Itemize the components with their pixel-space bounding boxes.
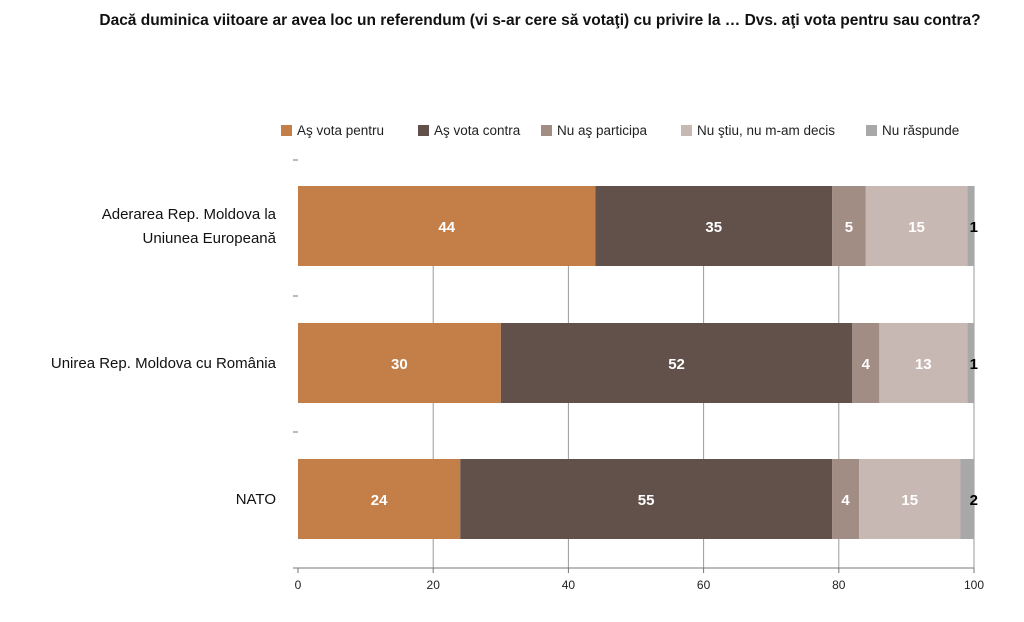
- bar-segment: [879, 323, 968, 403]
- bar-segment: [460, 459, 833, 539]
- bar-segment: [298, 459, 461, 539]
- category-label: Aderarea Rep. Moldova la: [102, 206, 277, 223]
- bar-segment: [832, 186, 866, 266]
- data-label: 15: [901, 492, 918, 509]
- bar-segment: [298, 323, 501, 403]
- x-tick-label: 80: [832, 578, 846, 592]
- data-label: 1: [970, 356, 978, 373]
- data-label: 15: [908, 219, 925, 236]
- bar-segment: [865, 186, 968, 266]
- data-label: 13: [915, 356, 932, 373]
- legend-swatch: [281, 125, 292, 136]
- data-label: 5: [845, 219, 853, 236]
- bar-segment: [852, 323, 880, 403]
- x-tick-label: 100: [964, 578, 984, 592]
- data-label: 52: [668, 356, 685, 373]
- x-tick-label: 60: [697, 578, 711, 592]
- data-label: 2: [970, 492, 978, 509]
- legend-swatch: [681, 125, 692, 136]
- legend-label: Nu răspunde: [882, 123, 959, 138]
- chart-title: Dacă duminica viitoare ar avea loc un re…: [99, 12, 981, 29]
- bar-segment: [859, 459, 961, 539]
- x-tick-label: 0: [295, 578, 302, 592]
- data-label: 30: [391, 356, 408, 373]
- data-label: 24: [371, 492, 388, 509]
- legend-swatch: [418, 125, 429, 136]
- legend-label: Nu ştiu, nu m-am decis: [697, 123, 835, 138]
- bar-segment: [595, 186, 833, 266]
- legend-label: Aş vota contra: [434, 123, 521, 138]
- category-label: Unirea Rep. Moldova cu România: [51, 355, 277, 372]
- legend-label: Aş vota pentru: [297, 123, 384, 138]
- x-tick-label: 20: [427, 578, 441, 592]
- data-label: 1: [970, 219, 978, 236]
- bar-segment: [500, 323, 853, 403]
- data-label: 4: [862, 356, 871, 373]
- data-label: 35: [705, 219, 722, 236]
- bar-segment: [832, 459, 860, 539]
- legend-swatch: [541, 125, 552, 136]
- legend-swatch: [866, 125, 877, 136]
- data-label: 44: [438, 219, 455, 236]
- legend-label: Nu aş participa: [557, 123, 648, 138]
- bar-segment: [298, 186, 596, 266]
- data-label: 55: [638, 492, 655, 509]
- category-label: NATO: [236, 491, 276, 508]
- data-label: 4: [841, 492, 850, 509]
- x-tick-label: 40: [562, 578, 576, 592]
- bar-segment: [960, 459, 974, 539]
- category-label: Uniunea Europeană: [143, 230, 277, 247]
- bar-segment: [967, 323, 974, 403]
- bar-segment: [967, 186, 974, 266]
